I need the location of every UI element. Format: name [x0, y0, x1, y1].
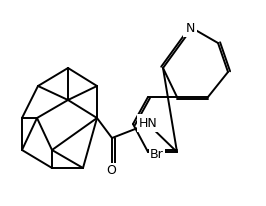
Text: O: O: [106, 164, 116, 177]
Text: Br: Br: [150, 147, 164, 160]
Text: HN: HN: [139, 117, 157, 130]
Text: N: N: [185, 21, 195, 34]
